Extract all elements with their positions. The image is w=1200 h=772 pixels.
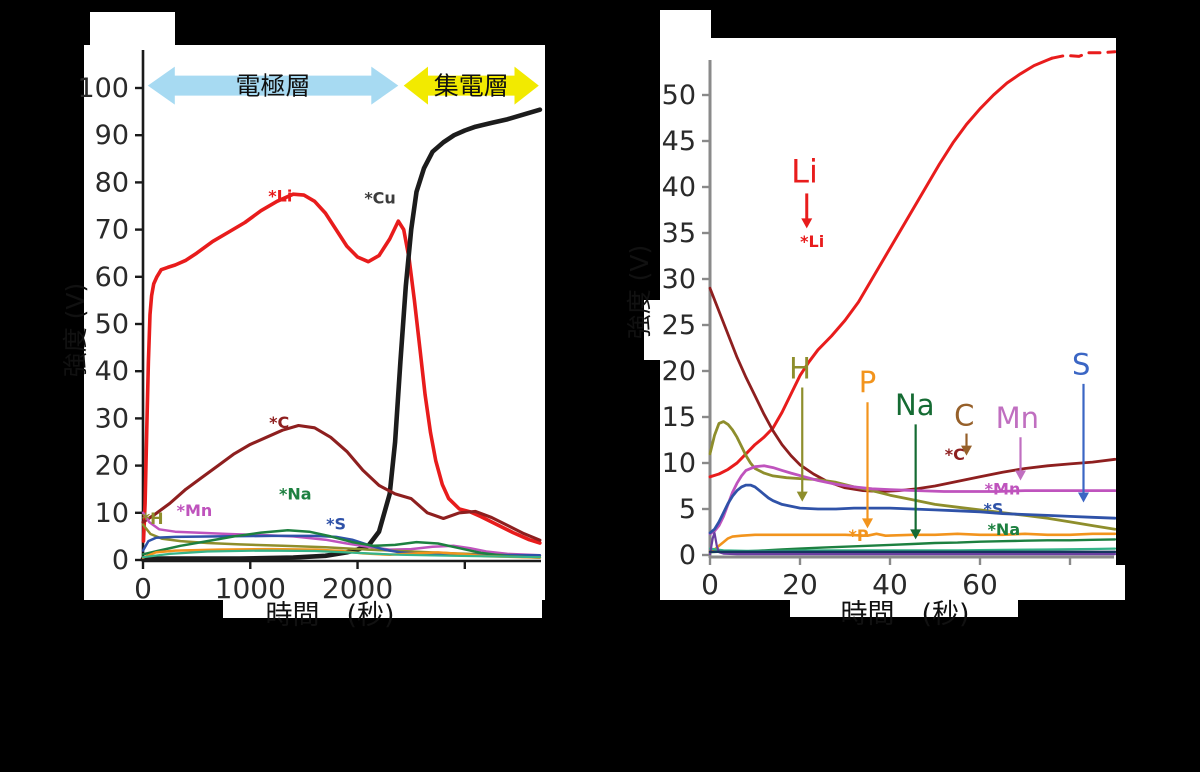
x-tick-label: 1000 [215, 572, 286, 605]
series-label-S: *S [984, 500, 1004, 519]
y-tick-label: 35 [662, 218, 696, 249]
series-trace-purple [708, 531, 1116, 556]
y-axis-label: 強度 (V) [61, 283, 90, 378]
annotation-arrow-head [910, 529, 922, 540]
y-tick-label: 30 [95, 403, 129, 434]
x-axis-label: 時間 (秒) [840, 599, 969, 630]
y-tick-label: 25 [662, 310, 696, 341]
element-annotation-C: C [954, 398, 974, 432]
layer-banner-arrow [147, 66, 399, 105]
series-group [708, 50, 1116, 556]
y-tick-label: 5 [679, 494, 696, 525]
x-tick-label: 40 [872, 568, 908, 601]
x-tick-label: 20 [782, 568, 818, 601]
series-C [141, 423, 542, 542]
x-tick-label: 0 [701, 568, 719, 601]
y-axis-label: 強度 (V) [625, 245, 654, 340]
element-annotation-S: S [1072, 348, 1090, 382]
y-tick-label: 10 [662, 448, 696, 479]
series-group [140, 107, 543, 561]
layer-banner-label: 集電層 [434, 72, 509, 101]
y-tick-label: 40 [95, 356, 129, 387]
series-label-Mn: *Mn [177, 501, 213, 520]
y-tick-label: 15 [662, 402, 696, 433]
y-tick-label: 20 [662, 356, 696, 387]
x-axis-label: 時間 (秒) [265, 600, 394, 631]
series-label-S: *S [326, 514, 346, 533]
series-Li [708, 56, 1054, 479]
element-annotation-P: P [859, 365, 877, 399]
left-panel [84, 45, 545, 600]
series-S [708, 483, 1116, 535]
element-annotation-H: H [789, 351, 811, 385]
y-tick-label: 20 [95, 451, 129, 482]
element-annotation-Na: Na [895, 388, 934, 422]
x-tick-label: 0 [134, 572, 152, 605]
x-tick-label: 2000 [322, 572, 393, 605]
series-P [708, 532, 1116, 553]
annotation-arrow-head [801, 218, 813, 229]
series-Li [141, 192, 542, 545]
element-annotation-Mn: Mn [996, 401, 1039, 435]
y-tick-label: 10 [95, 498, 129, 529]
right-panel [660, 38, 1116, 565]
y-tick-label: 40 [662, 172, 696, 203]
series-Li-dashed-end [1050, 50, 1116, 60]
annotation-arrow-head [796, 491, 808, 502]
series-label-Na: *Na [279, 485, 312, 504]
y-tick-label: 0 [112, 545, 129, 576]
annotation-arrow-head [961, 445, 972, 456]
series-label-Cu: *Cu [364, 189, 396, 208]
right-xlabel-strip [790, 600, 1018, 617]
series-label-C: *C [269, 413, 289, 432]
series-label-H: *H [142, 509, 164, 528]
x-tick-label: 60 [962, 568, 998, 601]
y-tick-label: 50 [662, 80, 696, 111]
series-trace-teal [141, 549, 542, 559]
series-label-Mn: *Mn [985, 479, 1021, 498]
series-label-C: *C [945, 445, 965, 464]
series-Na [141, 529, 542, 559]
left-panel-notch [90, 12, 175, 46]
y-tick-label: 90 [95, 120, 129, 151]
right-ticklabel-strip [660, 565, 1125, 600]
annotation-arrow-head [1078, 492, 1089, 503]
series-label-Li: *Li [800, 232, 824, 251]
y-tick-label: 30 [662, 264, 696, 295]
annotation-arrow-head [1015, 470, 1026, 481]
series-C [708, 286, 1116, 493]
left-xlabel-strip [223, 600, 542, 618]
series-label-Na: *Na [988, 520, 1021, 539]
element-annotation-Li: Li [791, 152, 818, 190]
right-panel-notch [660, 10, 711, 39]
y-tick-label: 100 [77, 73, 129, 104]
y-tick-label: 80 [95, 167, 129, 198]
layer-banner-arrow [403, 66, 539, 105]
y-tick-label: 0 [679, 540, 696, 571]
series-label-Li: *Li [268, 186, 292, 205]
y-tick-label: 60 [95, 262, 129, 293]
series-Mn [141, 511, 542, 557]
series-label-P: *P [848, 526, 868, 545]
y-tick-label: 50 [95, 309, 129, 340]
annotation-arrow-head [862, 518, 873, 529]
y-tick-label: 45 [662, 126, 696, 157]
y-tick-label: 70 [95, 215, 129, 246]
layer-banner-label: 電極層 [236, 72, 311, 101]
chart-panels [84, 10, 1125, 618]
right-ylabel-sliver [644, 300, 660, 360]
